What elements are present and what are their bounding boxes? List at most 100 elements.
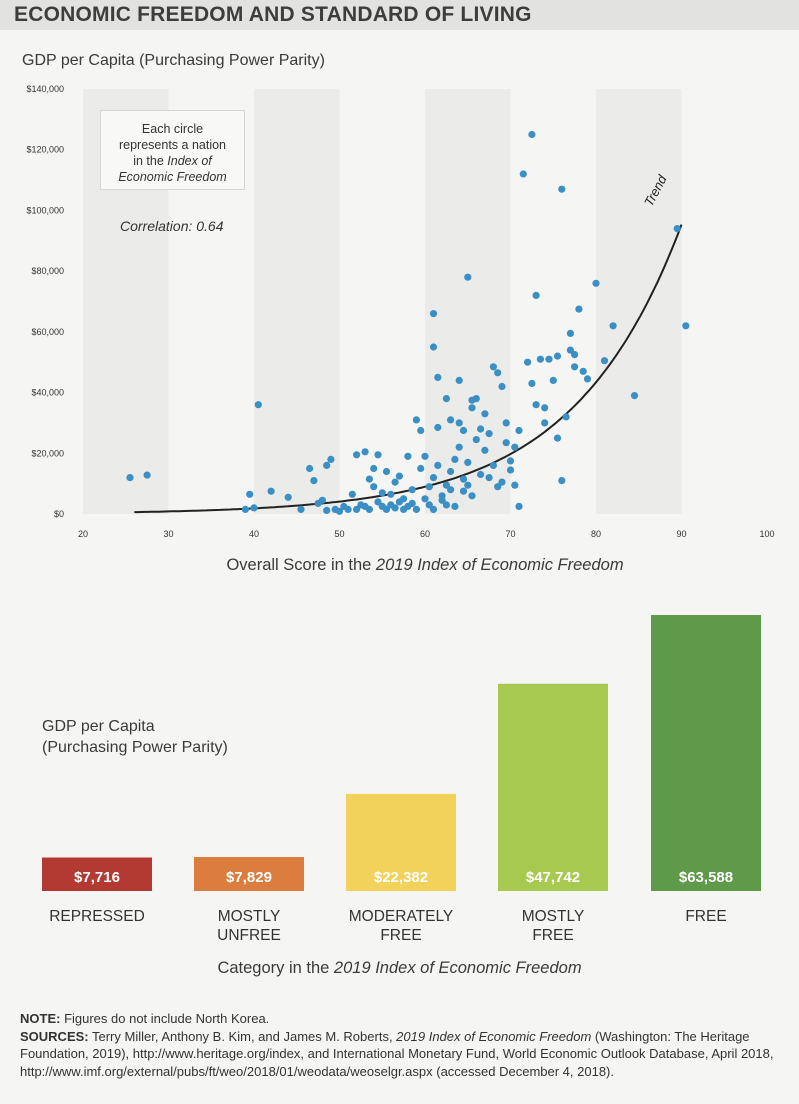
scatter-point <box>382 467 391 476</box>
sources-text-1: Terry Miller, Anthony B. Kim, and James … <box>88 1028 397 1044</box>
sources-italic: 2019 Index of Economic Freedom <box>396 1028 592 1044</box>
scatter-point <box>541 419 549 427</box>
scatter-point <box>549 376 557 384</box>
scatter-point <box>429 310 438 318</box>
scatter-point <box>459 487 468 495</box>
scatter-point <box>477 470 485 479</box>
page-title: ECONOMIC FREEDOM AND STANDARD OF LIVING <box>14 3 532 26</box>
legend-box: Each circle represents a nation in the I… <box>100 110 245 190</box>
scatter-point <box>412 416 420 424</box>
scatter-point <box>306 464 314 473</box>
bar-category-label: FREE <box>532 927 573 944</box>
scatter-point <box>545 355 553 363</box>
bar-value-label: $7,716 <box>74 869 120 886</box>
bar-value-label: $47,742 <box>526 869 580 886</box>
scatter-point <box>442 481 450 489</box>
scatter-point <box>370 483 378 491</box>
x-tick-label: 30 <box>163 529 173 539</box>
scatter-point <box>459 475 468 483</box>
bar-x-axis-title: Category in the 2019 Index of Economic F… <box>0 959 799 978</box>
scatter-point <box>536 355 545 363</box>
scatter-point <box>353 505 361 513</box>
scatter-point <box>468 492 476 500</box>
scatter-point <box>566 346 575 354</box>
scatter-point <box>425 501 433 509</box>
scatter-point <box>451 502 459 510</box>
scatter-point <box>485 430 493 438</box>
scatter-point <box>374 451 382 459</box>
scatter-point <box>417 426 425 435</box>
scatter-point <box>267 487 275 495</box>
y-tick-label: $100,000 <box>26 205 64 215</box>
scatter-point <box>673 225 681 233</box>
scatter-point <box>494 483 502 491</box>
scatter-point <box>464 481 472 489</box>
plot-band <box>596 89 682 514</box>
scatter-point <box>506 457 515 465</box>
scatter-point <box>400 495 408 503</box>
bar <box>346 793 456 891</box>
scatter-point <box>284 493 292 501</box>
scatter-point <box>434 373 442 381</box>
bar-x-axis-title-italic: 2019 Index of Economic Freedom <box>333 959 582 977</box>
scatter-point <box>511 481 519 489</box>
bar-chart: $7,716 REPRESSED $7,829 MOSTLY UNFREE $22,382… <box>42 615 761 944</box>
bar-category-label: REPRESSED <box>49 908 145 925</box>
bar <box>651 615 761 891</box>
scatter-point <box>528 379 536 388</box>
plot-band <box>254 89 340 514</box>
y-tick-label: $40,000 <box>31 388 64 398</box>
scatter-point <box>442 395 450 403</box>
scatter-point <box>447 416 455 424</box>
scatter-point <box>438 492 446 500</box>
bar <box>498 683 608 891</box>
scatter-x-axis-title: Overall Score in the 2019 Index of Econo… <box>0 556 799 575</box>
scatter-point <box>455 419 463 427</box>
bar-y-axis-label-line-1: GDP per Capita <box>42 718 155 735</box>
scatter-point <box>455 443 463 451</box>
scatter-point <box>502 439 510 447</box>
scatter-point <box>429 474 438 482</box>
bar <box>194 857 304 891</box>
legend-line-2: represents a nation <box>118 138 226 152</box>
scatter-point <box>370 464 378 473</box>
scatter-point <box>682 322 690 330</box>
scatter-point <box>553 352 562 360</box>
scatter-point <box>515 426 523 435</box>
scatter-x-axis-title-prefix: Overall Score in the <box>226 556 376 574</box>
legend-line-3: in the Index of <box>101 153 244 169</box>
scatter-point <box>571 363 579 371</box>
scatter-point <box>498 382 506 391</box>
scatter-point <box>609 322 617 330</box>
x-tick-label: 80 <box>591 529 601 539</box>
trend-line <box>134 224 683 514</box>
scatter-point <box>511 443 519 451</box>
scatter-point <box>575 305 583 313</box>
scatter-point <box>323 461 331 469</box>
correlation-label: Correlation: 0.64 <box>120 218 224 234</box>
scatter-point <box>481 446 489 454</box>
bar-category-label: MOSTLY <box>522 908 585 925</box>
bar-value-label: $63,588 <box>679 869 733 886</box>
scatter-point <box>579 367 587 375</box>
scatter-point <box>417 464 425 473</box>
x-tick-label: 20 <box>78 529 88 539</box>
legend-line-3a: in the <box>133 154 168 168</box>
scatter-point <box>310 477 318 485</box>
scatter-point <box>353 451 361 459</box>
scatter-point <box>558 477 566 485</box>
scatter-point <box>451 455 459 463</box>
scatter-point <box>566 329 575 337</box>
scatter-point <box>562 413 570 421</box>
scatter-point <box>583 375 592 383</box>
scatter-point <box>408 486 416 494</box>
bar-category-label: FREE <box>685 908 726 925</box>
y-tick-label: $60,000 <box>31 327 64 337</box>
scatter-point <box>412 505 420 513</box>
scatter-point <box>477 425 485 433</box>
scatter-point <box>429 505 438 513</box>
scatter-point <box>468 404 476 412</box>
scatter-point <box>519 170 527 178</box>
scatter-point <box>126 474 134 482</box>
scatter-point <box>464 273 472 281</box>
